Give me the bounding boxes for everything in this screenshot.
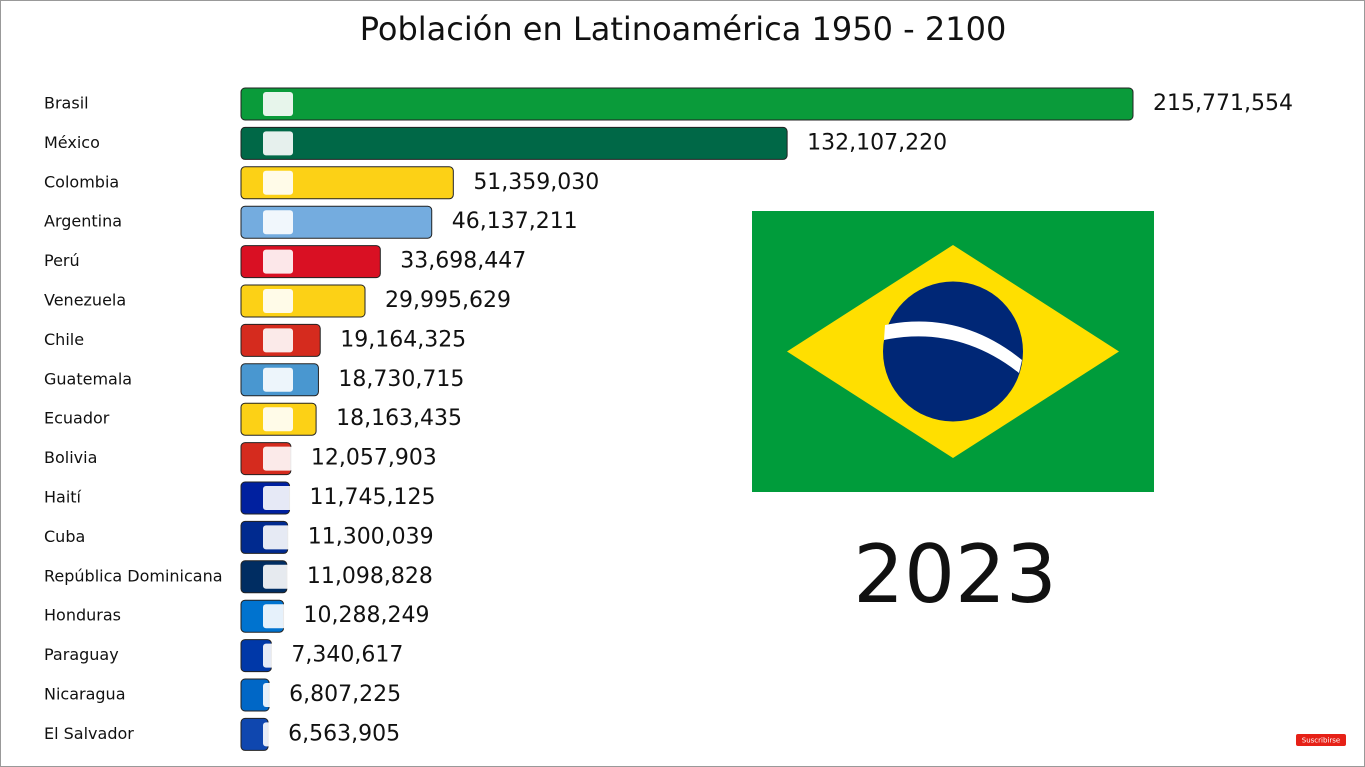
category-label: Bolivia [44,448,97,467]
flag-icon [263,564,293,589]
flag-icon [263,210,293,235]
value-label: 29,995,629 [385,288,511,313]
bar [240,87,1134,121]
year-label: 2023 [853,528,1057,621]
category-label: Colombia [44,172,119,191]
category-label: Chile [44,330,84,349]
value-label: 51,359,030 [473,170,599,195]
value-label: 33,698,447 [400,249,526,274]
subscribe-text[interactable]: Suscribirse [1302,737,1340,745]
category-label: Perú [44,251,80,270]
flag-icon [263,170,293,195]
flag-icon [263,131,293,156]
flag-icon [263,722,293,747]
flag-icon [263,604,293,629]
category-label: México [44,133,100,152]
chart-title: Población en Latinoamérica 1950 - 2100 [360,10,1007,48]
flag-icon [263,643,293,668]
value-label: 18,163,435 [336,406,462,431]
flag-icon [263,92,293,116]
value-label: 6,807,225 [289,682,401,707]
value-label: 46,137,211 [452,209,578,234]
category-label: Brasil [44,94,89,113]
value-label: 11,745,125 [310,485,436,510]
flag-icon [263,249,293,274]
bar [240,126,788,160]
bar [240,284,366,318]
flag-icon [263,486,293,510]
value-label: 12,057,903 [311,446,437,471]
value-label: 18,730,715 [338,367,464,392]
category-label: Guatemala [44,369,132,388]
category-label: Ecuador [44,409,110,428]
value-label: 6,563,905 [288,721,400,746]
flag-icon [263,525,293,550]
bar [240,166,454,200]
flag-icon [263,289,293,313]
subscribe-bg[interactable] [1296,734,1346,746]
flag-icon [263,328,293,353]
category-label: Argentina [44,212,122,231]
value-label: 10,288,249 [304,603,430,628]
category-label: El Salvador [44,724,134,743]
category-label: Honduras [44,606,121,625]
category-label: Cuba [44,527,85,546]
flag-icon [263,446,293,471]
category-label: Venezuela [44,291,126,310]
category-label: Haití [44,488,82,507]
category-label: Nicaragua [44,685,126,704]
subscribe-button[interactable]: Suscribirse [1296,734,1346,746]
category-label: Paraguay [44,645,119,664]
flag-icon [263,367,293,392]
category-label: República Dominicana [44,566,223,585]
value-label: 11,300,039 [308,524,434,549]
value-label: 19,164,325 [340,327,466,352]
flag-icon [263,683,293,707]
featured-flag [752,211,1154,492]
value-label: 215,771,554 [1153,91,1293,116]
value-label: 11,098,828 [307,564,433,589]
value-label: 132,107,220 [807,130,947,155]
bar [240,245,381,279]
flag-icon [263,407,293,432]
value-label: 7,340,617 [291,643,403,668]
